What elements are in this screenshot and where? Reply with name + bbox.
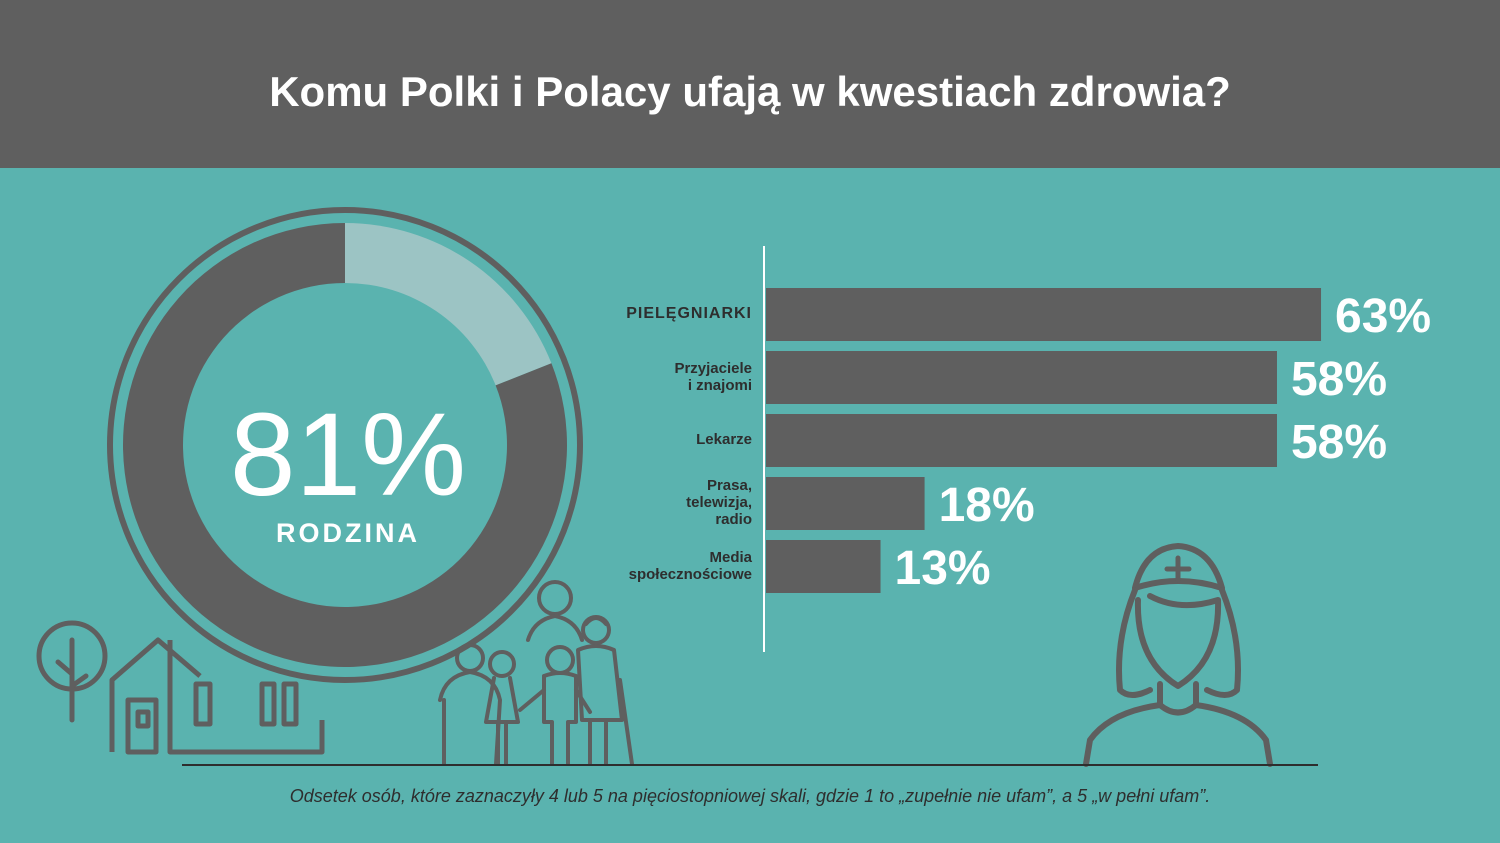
category-label: Media społecznościowe <box>628 548 752 583</box>
category-label: Lekarze <box>696 431 752 448</box>
bar <box>766 540 881 593</box>
category-label: PIELĘGNIARKI <box>626 305 752 322</box>
donut-outer-ring <box>107 207 583 683</box>
family-icon <box>438 580 634 766</box>
donut-category-label: RODZINA <box>276 518 420 548</box>
bar <box>766 414 1277 467</box>
house-icon <box>109 637 325 755</box>
value-label: 58% <box>1290 353 1388 406</box>
nurse-icon <box>1083 543 1273 767</box>
donut-value-label: 81% <box>229 389 467 521</box>
tree-icon <box>36 620 108 723</box>
bar <box>766 288 1322 341</box>
value-label: 18% <box>938 479 1035 532</box>
value-label: 63% <box>1335 290 1432 343</box>
header-band <box>0 0 1500 168</box>
category-label: Przyjaciele i znajomi <box>674 359 752 394</box>
category-label: Prasa, telewizja, radio <box>686 477 752 528</box>
value-label: 13% <box>894 542 991 595</box>
bar <box>766 351 1277 404</box>
footnote: Odsetek osób, które zaznaczyły 4 lub 5 n… <box>289 786 1211 806</box>
donut-remainder-slice <box>345 223 552 386</box>
value-label: 58% <box>1290 416 1388 469</box>
page-title: Komu Polki i Polacy ufają w kwestiach zd… <box>269 68 1231 115</box>
bar <box>766 477 925 530</box>
